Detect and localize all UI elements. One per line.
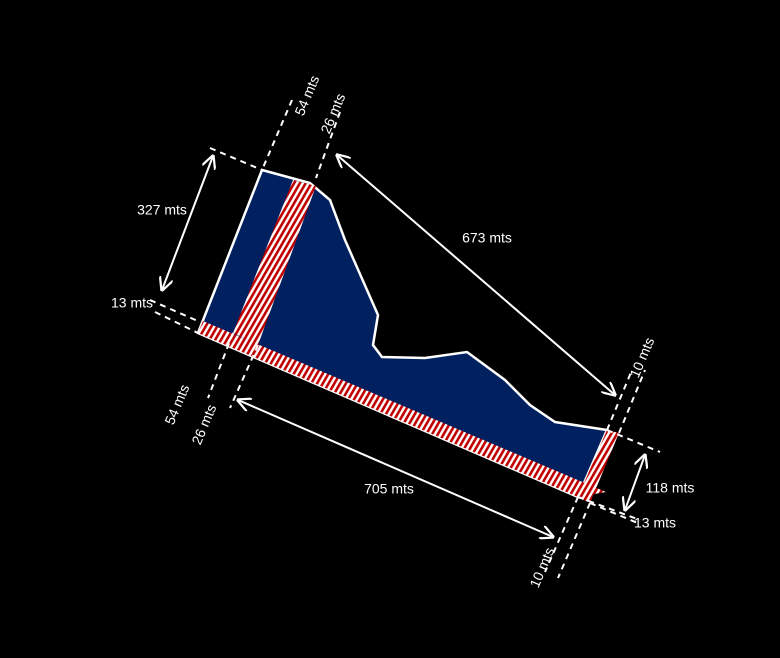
dimension-lines [149, 99, 661, 579]
dimension-label: 54 mts [161, 382, 192, 427]
dimension-label: 26 mts [188, 402, 219, 447]
dimension-label: 118 mts [646, 480, 695, 496]
setback-strip [233, 180, 316, 345]
dimension-label: 54 mts [291, 73, 322, 118]
dimension-label: 13 mts [111, 295, 153, 311]
dimension-label: 327 mts [137, 202, 187, 218]
dimension-label: 10 mts [626, 335, 657, 380]
dimension-label: 13 mts [634, 515, 676, 531]
dimension-label: 673 mts [462, 230, 512, 246]
dimension-label: 26 mts [317, 91, 348, 136]
setback-strip [578, 430, 619, 503]
dimension-label: 10 mts [526, 545, 557, 590]
dimension-label: 705 mts [364, 481, 414, 497]
